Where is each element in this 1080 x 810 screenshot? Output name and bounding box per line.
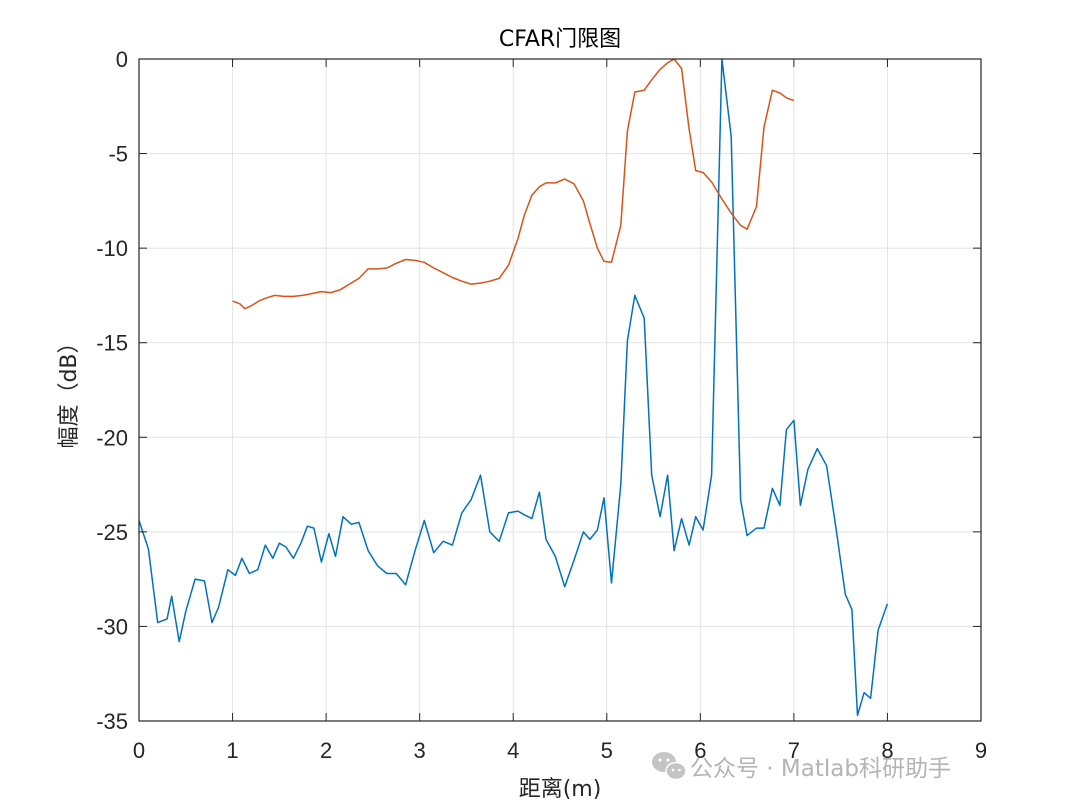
- y-tick-label: -25: [96, 520, 128, 545]
- y-tick-label: -20: [96, 425, 128, 450]
- x-tick-labels: 0 1 2 3 4 5 6 7 8 9: [133, 738, 987, 763]
- x-tick-label: 0: [133, 738, 145, 763]
- y-axis-label: 幅度（dB）: [57, 331, 82, 448]
- y-tick-label: 0: [116, 47, 128, 72]
- wechat-icon: [652, 752, 687, 781]
- x-tick-label: 9: [975, 738, 987, 763]
- series-line-1: [138, 58, 889, 717]
- x-tick-label: 7: [788, 738, 800, 763]
- y-tick-label: -15: [96, 331, 128, 356]
- y-tick-label: -10: [96, 236, 128, 261]
- x-tick-label: 2: [320, 738, 332, 763]
- axes-area: [139, 59, 981, 721]
- y-tick-label: -35: [96, 709, 128, 734]
- x-tick-label: 4: [507, 738, 519, 763]
- series-group: [138, 58, 889, 717]
- y-tick-label: -5: [108, 142, 128, 167]
- series-line-2: [232, 58, 795, 310]
- x-tick-label: 1: [226, 738, 238, 763]
- x-tick-label: 8: [881, 738, 893, 763]
- x-tick-label: 5: [601, 738, 613, 763]
- chart-title: CFAR门限图: [499, 27, 621, 52]
- x-tick-label: 6: [694, 738, 706, 763]
- y-tick-labels: 0 -5 -10 -15 -20 -25 -30 -35: [96, 47, 128, 734]
- x-tick-label: 3: [414, 738, 426, 763]
- tick-marks: [138, 58, 982, 722]
- watermark-text: 公众号 · Matlab科研助手: [690, 756, 951, 782]
- y-tick-label: -30: [96, 614, 128, 639]
- watermark: 公众号 · Matlab科研助手: [652, 752, 951, 782]
- x-axis-label: 距离(m): [519, 777, 602, 802]
- axes-box: [138, 58, 982, 722]
- grid-lines: [139, 59, 981, 721]
